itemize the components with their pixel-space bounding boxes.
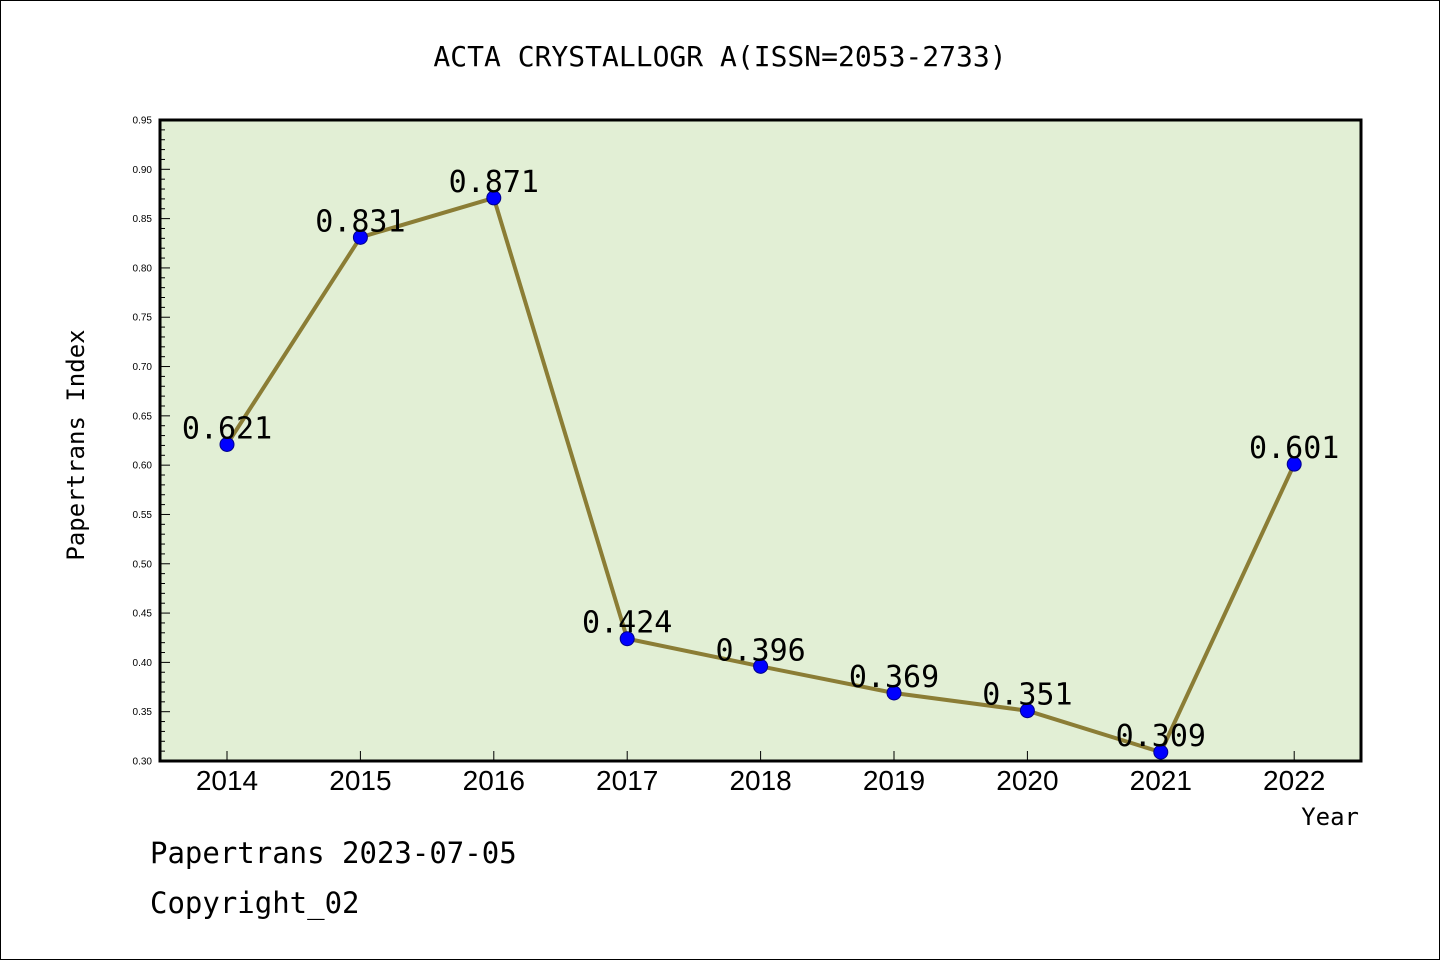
series-layer: 0.621 0.831 0.871 0.424 0.396 0.369 0.351 0.309… <box>182 165 1339 760</box>
y-tick-label: 0.40 <box>133 658 153 669</box>
x-axis: 2014 2015 2016 2017 2018 2019 2020 2021 2022 <box>196 751 1325 796</box>
y-tick-label: 0.30 <box>133 757 153 768</box>
footer-copyright: Copyright_02 <box>150 886 360 921</box>
data-label: 0.351 <box>982 678 1072 713</box>
data-label: 0.831 <box>315 204 405 239</box>
y-tick-label: 0.55 <box>133 510 153 521</box>
data-point <box>753 658 769 674</box>
y-tick-label: 0.80 <box>133 263 153 274</box>
x-tick-label: 2020 <box>996 765 1058 796</box>
data-label: 0.369 <box>849 660 939 695</box>
x-tick-label: 2016 <box>463 765 525 796</box>
y-tick-label: 0.90 <box>133 165 153 176</box>
y-tick-label: 0.45 <box>133 609 153 620</box>
y-axis: 0.30 0.35 0.40 0.45 0.50 0.55 0.60 0.65 0.70 0.75… <box>133 116 170 768</box>
x-tick-label: 2015 <box>329 765 391 796</box>
y-axis-label: Papertrans Index <box>62 329 90 560</box>
data-label: 0.309 <box>1116 719 1206 754</box>
data-label: 0.424 <box>582 606 672 641</box>
y-tick-label: 0.75 <box>133 313 153 324</box>
y-tick-label: 0.70 <box>133 362 153 373</box>
y-tick-label: 0.65 <box>133 411 153 422</box>
data-point <box>219 436 235 452</box>
data-label: 0.621 <box>182 411 272 446</box>
plot-area <box>158 118 1363 763</box>
x-tick-label: 2014 <box>196 765 258 796</box>
x-axis-label: Year <box>1301 803 1359 831</box>
data-label: 0.396 <box>715 633 805 668</box>
y-tick-label: 0.95 <box>133 116 153 127</box>
x-tick-label: 2017 <box>596 765 658 796</box>
x-tick-label: 2022 <box>1263 765 1325 796</box>
data-point <box>886 685 902 701</box>
data-point <box>619 631 635 647</box>
data-point <box>1019 703 1035 719</box>
y-tick-label: 0.50 <box>133 559 153 570</box>
x-tick-label: 2019 <box>863 765 925 796</box>
data-point <box>1286 456 1302 472</box>
data-point <box>486 190 502 206</box>
footer-date: Papertrans 2023-07-05 <box>150 836 517 870</box>
x-tick-label: 2018 <box>729 765 791 796</box>
y-tick-label: 0.85 <box>133 214 153 225</box>
chart-title: ACTA CRYSTALLOGR A(ISSN=2053-2733) <box>433 40 1006 73</box>
y-tick-label: 0.60 <box>133 461 153 472</box>
data-label: 0.871 <box>449 165 539 200</box>
y-tick-label: 0.35 <box>133 707 153 718</box>
x-tick-label: 2021 <box>1130 765 1192 796</box>
data-label: 0.601 <box>1249 431 1339 466</box>
data-point <box>352 229 368 245</box>
data-point <box>1153 744 1169 760</box>
